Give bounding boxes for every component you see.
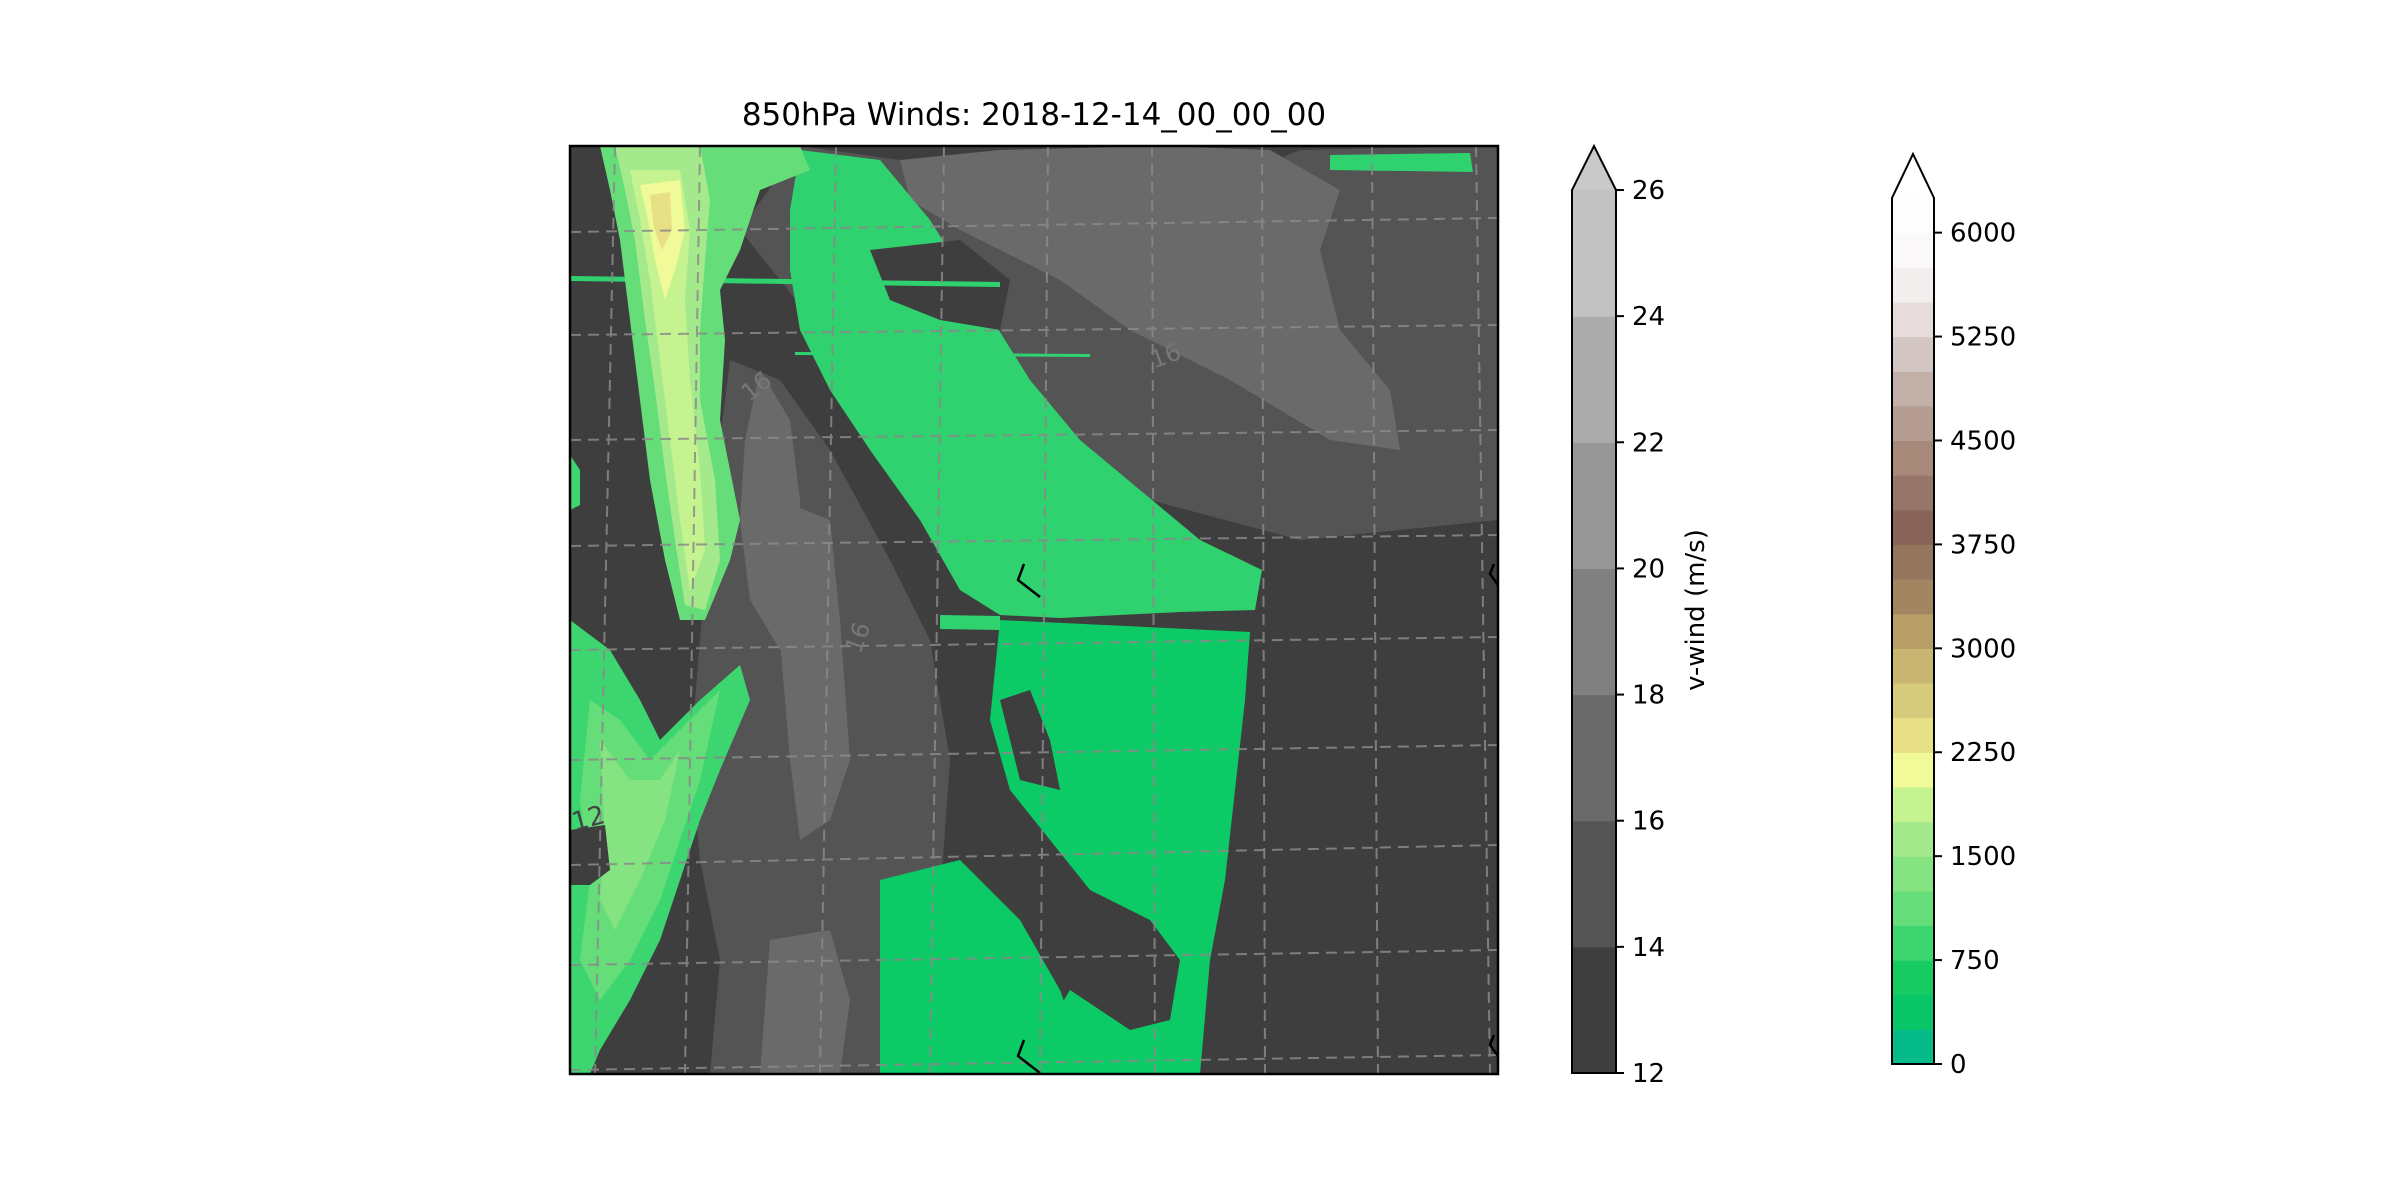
colorbar-swatch [1892,856,1934,892]
gridlines [570,146,1498,1074]
colorbar-extend-triangle [1572,146,1616,190]
colorbar-swatch [1892,371,1934,407]
colorbar-swatch [1892,890,1934,927]
colorbar-tick-label: 750 [1950,946,2000,976]
colorbar-swatch [1892,579,1934,615]
colorbar-swatch [1892,509,1934,545]
colorbar-tick-label: 26 [1632,176,1665,206]
colorbar-swatch [1892,786,1934,823]
colorbar-tick-label: 3750 [1950,530,2016,560]
colorbar-swatch [1572,316,1616,443]
colorbar-tick-label: 22 [1632,428,1665,458]
colorbar-swatch [1892,613,1934,649]
terrain-fill [630,170,705,590]
map-panel: 16 16 12 16 [570,146,1498,1074]
chart-title: 850hPa Winds: 2018-12-14_00_00_00 [742,97,1326,133]
map-frame [568,144,1500,1076]
colorbar-swatch [1892,717,1934,753]
terrain-fill [1000,690,1060,790]
colorbar-swatch [1892,682,1934,719]
terrain-fill [990,620,1250,1074]
wind-barbs [1016,563,1498,1074]
colorbar-swatch [1572,820,1616,948]
colorbar-swatch [1892,752,1934,788]
terrain-fill [570,455,580,510]
colorbar-tick-label: 6000 [1950,219,2016,249]
colorbar-swatch [1892,544,1934,580]
colorbar-swatch [1892,301,1934,338]
wind-barb [1488,563,1498,586]
terrain-fill [600,740,680,930]
colorbar-swatch [1892,267,1934,303]
colorbar-tick-label: 3000 [1950,634,2016,664]
colorbar-tick-label: 12 [1632,1059,1665,1089]
wind-barb [1016,1039,1041,1074]
colorbar-tick-label: 4500 [1950,426,2016,456]
colorbar-tick-label: 1500 [1950,842,2016,872]
colorbar-swatch [1892,405,1934,442]
colorbar-swatch [1892,198,1934,234]
terrain-fill [795,352,1090,357]
colorbar-tick-label: 18 [1632,681,1665,711]
colorbar-swatch [1892,821,1934,857]
colorbar-tick-label: 5250 [1950,323,2016,353]
colorbar-outline [1891,151,1935,1065]
colorbar-swatch [1892,440,1934,476]
colorbar-outline [1571,143,1617,1074]
colorbar-terrain: 0 750 1500 2250 3000 3750 4500 5250 6000 [1891,151,2016,1080]
wind-contour-18-20 [760,930,850,1074]
terrain-fill [940,615,1000,630]
terrain-fill [880,860,1090,1074]
colorbar-tick-label: 20 [1632,554,1665,584]
colorbar-tick-label: 16 [1632,807,1665,837]
colorbar-swatch [1892,1029,1934,1065]
colorbar-swatch [1572,568,1616,696]
colorbar-swatch [1572,946,1616,1074]
colorbar-swatch [1892,925,1934,961]
colorbar-tick-label: 2250 [1950,738,2016,768]
colorbar-swatch [1572,694,1616,822]
colorbar-swatch [1892,994,1934,1030]
colorbar-swatch [1892,336,1934,372]
colorbar-swatch [1572,442,1616,570]
terrain-fill [1330,153,1473,172]
colorbar-tick-label: 14 [1632,933,1665,963]
colorbar-tick-label: 24 [1632,302,1665,332]
wind-barb [1488,1034,1498,1057]
colorbar-tick-label: 0 [1950,1050,1967,1080]
colorbar-swatch [1892,232,1934,268]
colorbar-swatch [1892,475,1934,511]
colorbar-swatch [1892,960,1934,996]
colorbar-swatch [1572,190,1616,317]
terrain-fill [650,192,672,250]
colorbar-label-vwind: v-wind (m/s) [1681,529,1711,691]
colorbar-vwind: 12 14 16 18 20 22 24 26 [1571,143,1665,1089]
wind-barb [1016,563,1041,598]
colorbar-extend-triangle [1892,154,1934,198]
colorbar-swatch [1892,648,1934,684]
